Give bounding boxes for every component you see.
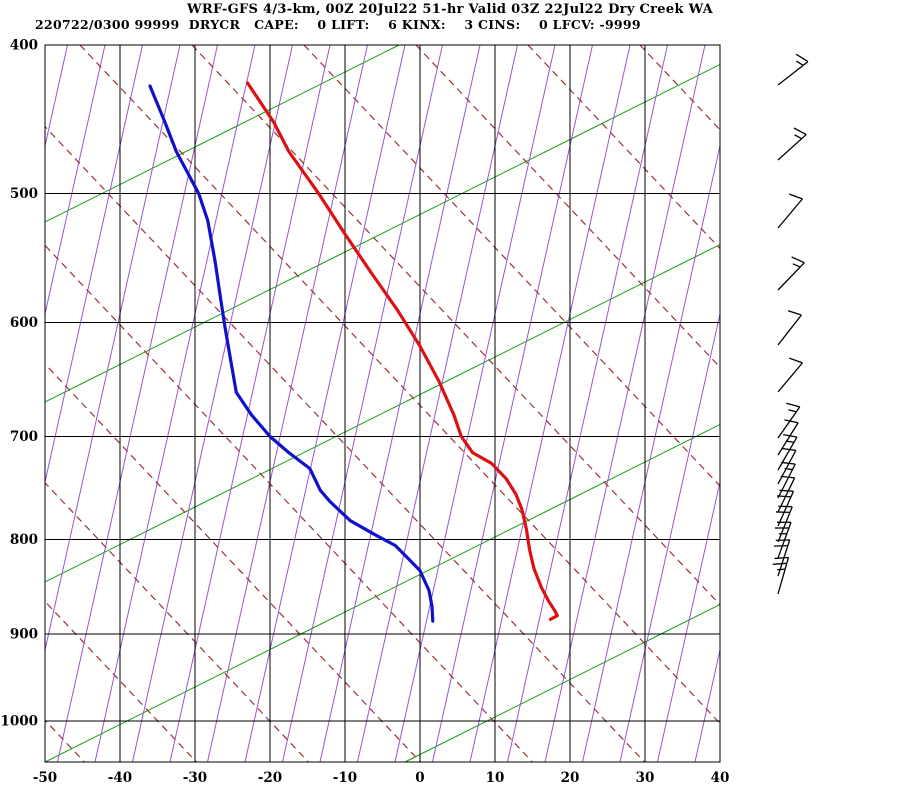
y-axis-tick-label: 800 xyxy=(10,532,38,548)
axis-labels: -50 -40 -30 -20 -10 0 10 20 30 40 400 500 600 700 800 9… xyxy=(0,38,729,787)
wind-barb-icon xyxy=(777,127,807,161)
wind-barbs xyxy=(772,53,809,595)
chart-indices-header: 220722/0300 99999 DRYCR CAPE: 0 LIFT: 6 … xyxy=(35,17,641,32)
wind-barb-icon xyxy=(777,461,796,499)
chart-title: WRF-GFS 4/3-km, 00Z 20Jul22 51-hr Valid … xyxy=(186,2,714,17)
x-axis-tick-label: 30 xyxy=(636,770,655,786)
temperature-trace xyxy=(245,81,559,621)
wind-barb-icon xyxy=(777,256,805,291)
y-axis-tick-label: 500 xyxy=(10,186,38,202)
wind-barb-icon xyxy=(777,53,809,86)
x-axis-tick-label: -50 xyxy=(33,770,57,786)
wind-barb-icon xyxy=(777,447,797,485)
x-axis-tick-label: 0 xyxy=(415,770,424,786)
wind-barb-icon xyxy=(777,310,802,346)
x-axis-tick-label: 20 xyxy=(561,770,580,786)
wind-barb-icon xyxy=(777,357,803,393)
wind-barb-icon xyxy=(777,434,798,471)
x-axis-tick-label: -10 xyxy=(333,770,357,786)
wind-barb-icon xyxy=(777,402,801,439)
y-axis-tick-label: 900 xyxy=(10,626,38,642)
x-axis-tick-label: 10 xyxy=(486,770,505,786)
wind-barb-icon xyxy=(777,419,799,456)
x-axis-tick-label: -20 xyxy=(258,770,282,786)
wind-barb-icon xyxy=(776,489,795,527)
x-axis-tick-label: -40 xyxy=(108,770,132,786)
wind-barb-icon xyxy=(775,505,793,543)
dewpoint-trace xyxy=(148,84,435,623)
y-axis-tick-label: 1000 xyxy=(0,713,38,729)
x-axis-tick-label: -30 xyxy=(183,770,207,786)
y-axis-tick-label: 600 xyxy=(10,315,38,331)
mixing-ratio-lines xyxy=(45,45,720,762)
y-axis-tick-label: 700 xyxy=(10,429,38,445)
x-axis-tick-label: 40 xyxy=(711,770,730,786)
wind-barb-icon xyxy=(772,556,790,595)
y-axis-tick-label: 400 xyxy=(10,38,38,54)
wind-barb-icon xyxy=(777,193,803,229)
background-lines xyxy=(45,45,720,762)
pressure-temperature-grid xyxy=(44,44,721,763)
